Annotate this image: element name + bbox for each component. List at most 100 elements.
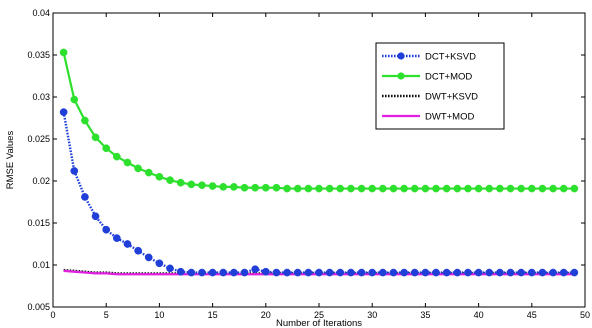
series-0-point-31	[389, 268, 398, 277]
series-1-point-11	[176, 178, 185, 187]
series-0-point-45	[538, 268, 547, 277]
series-1-point-10	[166, 176, 174, 185]
series-1-point-22	[293, 184, 302, 193]
series-1-point-14	[208, 182, 217, 190]
series-1-point-6	[123, 158, 132, 167]
series-0-point-46	[549, 268, 557, 277]
series-1-point-3	[91, 133, 100, 142]
legend-marker-1	[397, 72, 405, 80]
x-tick-label-7: 35	[420, 310, 430, 320]
series-0-point-24	[315, 268, 323, 277]
series-0-point-36	[442, 268, 451, 277]
x-tick-label-1: 5	[104, 310, 109, 320]
x-tick-label-0: 0	[50, 310, 55, 320]
y-tick-label-1: 0.01	[32, 260, 50, 270]
series-dct-mod	[59, 48, 579, 193]
series-0-point-2	[81, 193, 89, 201]
series-0-point-29	[368, 268, 377, 277]
series-1-point-4	[102, 144, 111, 153]
series-1-point-40	[485, 184, 494, 193]
series-1-point-35	[432, 184, 440, 193]
series-1-point-33	[410, 184, 419, 193]
series-1-point-47	[559, 184, 568, 193]
series-0-point-5	[112, 234, 121, 242]
x-tick-label-9: 45	[527, 310, 537, 320]
series-1-point-13	[198, 181, 206, 190]
legend-label-3: DWT+MOD	[425, 112, 474, 123]
series-1-point-31	[389, 184, 398, 193]
y-tick-label-4: 0.025	[27, 134, 50, 144]
series-0-point-27	[347, 268, 355, 277]
series-1-point-29	[368, 184, 377, 193]
series-1-point-18	[251, 183, 260, 192]
x-tick-label-4: 20	[261, 310, 271, 320]
series-0-point-40	[485, 268, 494, 277]
legend: DCT+KSVD DCT+MOD DWT+KSVD DWT+MOD	[375, 42, 505, 130]
series-0-point-18	[251, 265, 260, 274]
series-1-point-28	[357, 184, 366, 193]
series-1-point-23	[304, 184, 313, 193]
series-0-point-9	[155, 259, 164, 268]
y-tick-label-7: 0.04	[32, 8, 50, 18]
series-1-point-1	[70, 95, 79, 104]
x-tick-label-6: 30	[367, 310, 377, 320]
series-0-point-10	[166, 264, 174, 273]
series-0-point-21	[283, 268, 291, 277]
series-0-point-42	[506, 268, 515, 277]
series-1-point-36	[442, 184, 451, 193]
series-1-point-46	[549, 184, 557, 193]
series-1-point-38	[464, 184, 472, 193]
series-0-point-14	[208, 268, 217, 277]
series-0-point-17	[240, 268, 249, 277]
series-0-point-48	[570, 268, 579, 277]
series-1-point-30	[378, 184, 387, 193]
series-1-point-32	[400, 184, 408, 193]
series-0-point-16	[230, 268, 238, 277]
series-1-point-16	[230, 183, 238, 191]
series-0-point-47	[559, 268, 568, 277]
series-0-point-0	[59, 108, 68, 116]
x-tick-label-3: 15	[208, 310, 218, 320]
series-1-point-43	[517, 184, 526, 193]
series-0-point-32	[400, 268, 408, 277]
x-tick-label-5: 25	[314, 310, 324, 320]
legend-label-2: DWT+KSVD	[425, 92, 478, 103]
series-0-point-43	[517, 268, 526, 277]
series-0-point-33	[410, 268, 419, 277]
series-layer	[59, 48, 579, 277]
series-0-point-3	[91, 212, 100, 221]
x-axis-title: Number of Iterations	[276, 318, 362, 328]
series-0-point-25	[325, 268, 334, 277]
legend-label-1: DCT+MOD	[425, 72, 472, 83]
series-0-point-28	[357, 268, 366, 277]
series-0-point-13	[198, 268, 206, 277]
series-1-point-37	[453, 184, 462, 193]
series-1-point-7	[134, 164, 142, 173]
series-0-point-26	[336, 268, 345, 277]
series-1-point-44	[527, 184, 536, 193]
series-0-point-19	[261, 267, 270, 276]
x-tick-label-10: 50	[580, 310, 590, 320]
series-0-point-12	[187, 268, 196, 277]
y-tick-label-0: 0.005	[27, 302, 50, 312]
series-0-point-1	[70, 167, 79, 175]
series-1-point-9	[155, 172, 164, 181]
y-tick-label-3: 0.02	[32, 176, 50, 186]
series-1-point-24	[315, 184, 323, 193]
series-1-point-45	[538, 184, 547, 193]
series-1-point-15	[219, 183, 228, 191]
series-1-point-34	[421, 184, 430, 193]
series-1-point-5	[112, 152, 121, 161]
legend-box	[375, 42, 505, 130]
series-0-point-38	[464, 268, 472, 277]
series-0-point-35	[432, 268, 440, 277]
series-0-point-8	[144, 253, 153, 262]
series-0-point-37	[453, 268, 462, 277]
series-0-point-11	[176, 267, 185, 276]
series-1-point-21	[283, 184, 291, 193]
series-0-point-22	[293, 268, 302, 277]
series-0-point-44	[527, 268, 536, 277]
series-0-point-30	[378, 268, 387, 277]
y-tick-label-2: 0.015	[27, 218, 50, 228]
